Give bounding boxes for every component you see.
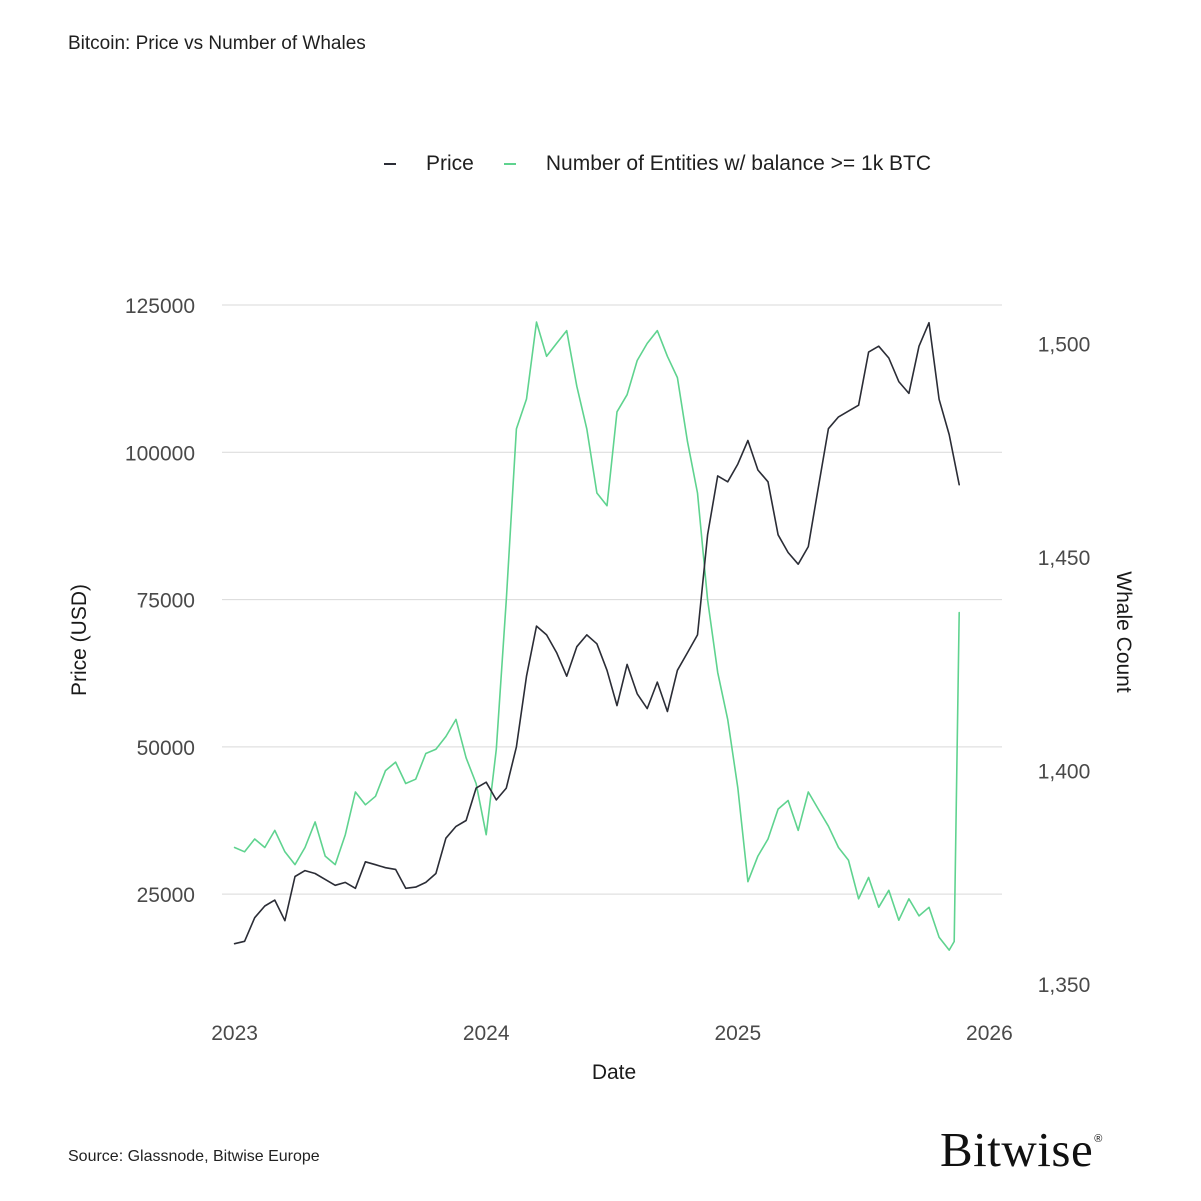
x-tick-label-2023: 2023 <box>211 1022 258 1045</box>
y-tick-label-50000: 50000 <box>137 737 195 760</box>
brand-logo: Bitwise® <box>940 1121 1103 1178</box>
y-tick-layer: 25000 50000 75000 100000 125000 <box>125 295 195 907</box>
y2-tick-label-1500: 1,500 <box>1038 333 1091 356</box>
brand-name: Bitwise <box>940 1122 1094 1177</box>
x-tick-label-2025: 2025 <box>714 1022 761 1045</box>
series-layer <box>233 321 961 951</box>
legend-label-price: Price <box>426 152 474 175</box>
y2-tick-label-1400: 1,400 <box>1038 761 1091 784</box>
y2-tick-label-1350: 1,350 <box>1038 974 1091 997</box>
y-tick-label-100000: 100000 <box>125 442 195 465</box>
legend-item-whales: Number of Entities w/ balance >= 1k BTC <box>503 152 932 176</box>
legend-item-price: Price <box>384 152 474 176</box>
legend-label-whales: Number of Entities w/ balance >= 1k BTC <box>545 152 932 175</box>
y-tick-label-125000: 125000 <box>125 295 195 318</box>
y2-tick-layer: 1,350 1,400 1,450 1,500 <box>1038 333 1091 997</box>
y2-axis-label: Whale Count <box>1112 571 1135 693</box>
legend-line-whales-icon <box>503 163 516 165</box>
x-axis-label: Date <box>592 1061 636 1084</box>
y2-tick-label-1450: 1,450 <box>1038 547 1091 570</box>
grid-layer <box>222 304 1002 895</box>
legend: Price Number of Entities w/ balance >= 1… <box>384 152 961 176</box>
whale-count-line <box>233 321 961 951</box>
x-tick-label-2024: 2024 <box>463 1022 510 1045</box>
registered-mark-icon: ® <box>1094 1133 1103 1145</box>
legend-line-price-icon <box>384 163 396 165</box>
x-tick-layer: 2023 2024 2025 2026 <box>211 1022 1013 1045</box>
source-note: Source: Glassnode, Bitwise Europe <box>68 1148 320 1165</box>
x-tick-label-2026: 2026 <box>966 1022 1013 1045</box>
y-tick-label-75000: 75000 <box>137 590 195 613</box>
chart-title: Bitcoin: Price vs Number of Whales <box>68 33 366 54</box>
price-line <box>233 321 961 945</box>
y-axis-label: Price (USD) <box>68 584 91 696</box>
y-tick-label-25000: 25000 <box>137 884 195 907</box>
